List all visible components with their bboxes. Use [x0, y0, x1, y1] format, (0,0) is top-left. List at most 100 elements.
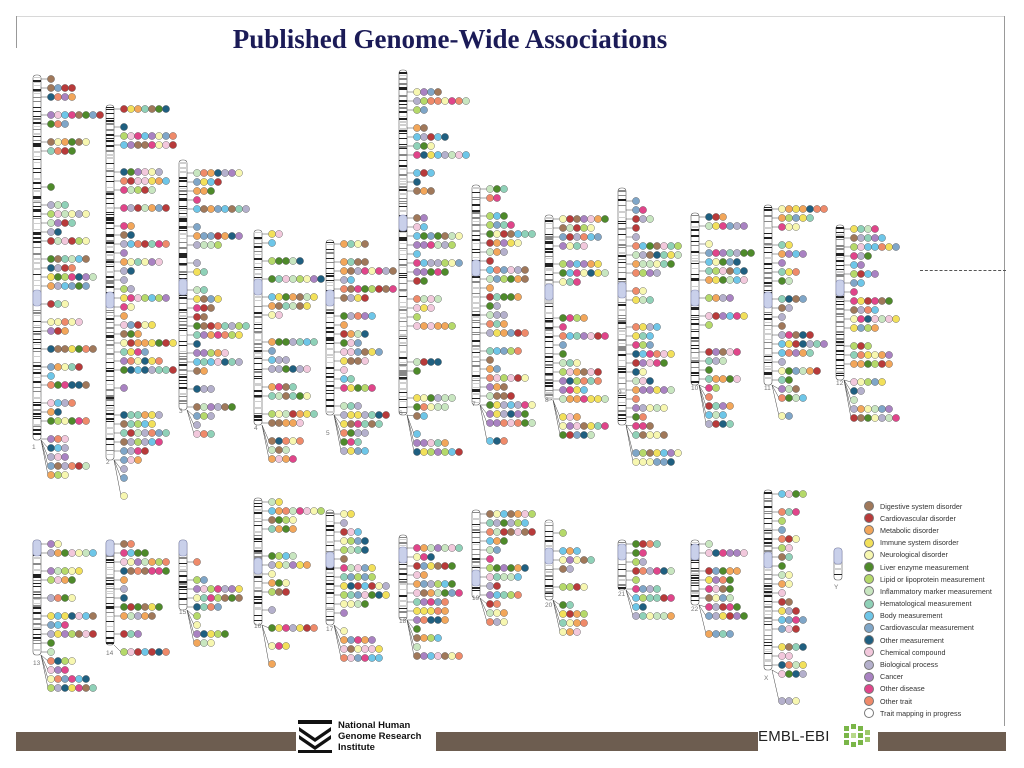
chromosome-15: [178, 539, 188, 611]
association-cluster: [186, 558, 243, 647]
chromosome-label: 14: [106, 650, 114, 657]
legend-swatch: [864, 574, 874, 585]
chromosome-5: [325, 239, 335, 416]
chromosome-21: [617, 539, 627, 591]
chromosome-3: [178, 159, 188, 411]
legend-item: Other disease: [864, 683, 1014, 695]
chromosome-label: 7: [472, 401, 476, 408]
trait-legend: Digestive system disorder Cardiovascular …: [864, 500, 1014, 719]
chromosome-1: [32, 74, 42, 441]
legend-swatch: [864, 586, 874, 597]
chromosome-label: 6: [399, 410, 403, 417]
footer-bar-left: [16, 732, 296, 751]
chromosome-20: [544, 519, 554, 601]
chromosome-label: X: [764, 675, 769, 682]
chromosome-6: [398, 69, 408, 416]
legend-label: Digestive system disorder: [880, 501, 963, 511]
legend-swatch: [864, 562, 874, 573]
legend-label: Hematological measurement: [880, 599, 972, 609]
embl-ebi-cube-icon: [844, 724, 870, 747]
legend-item: Chemical compound: [864, 646, 1014, 658]
chromosome-16: [253, 497, 263, 626]
association-cluster: [771, 490, 807, 705]
chromosome-label: 19: [472, 595, 480, 602]
legend-swatch: [864, 622, 874, 633]
legend-swatch: [864, 501, 874, 512]
association-cluster: [843, 225, 900, 422]
legend-swatch: [864, 513, 874, 524]
legend-swatch: [864, 598, 874, 609]
chromosome-7: [471, 184, 481, 406]
chromosome-17: [325, 509, 335, 626]
association-cluster: [113, 540, 170, 656]
legend-swatch: [864, 635, 874, 646]
chromosome-22: [690, 539, 700, 606]
legend-label: Trait mapping in progress: [880, 708, 962, 718]
dashed-guide-line: [920, 270, 1006, 271]
embl-ebi-logo: EMBL-EBI: [758, 722, 878, 752]
association-cluster: [261, 498, 325, 668]
chromosome-label: 4: [254, 425, 258, 432]
chromosome-label: 21: [618, 591, 626, 598]
chromosome-label: 9: [618, 389, 622, 396]
chromosome-label: 22: [691, 606, 699, 613]
association-cluster: [261, 230, 325, 463]
nhgri-logo-mark-icon: [298, 720, 332, 753]
legend-item: Hematological measurement: [864, 598, 1014, 610]
legend-label: Lipid or lipoprotein measurement: [880, 574, 985, 584]
chromosome-label: 2: [106, 459, 110, 466]
legend-swatch: [864, 659, 874, 670]
association-cluster: [771, 205, 828, 420]
association-cluster: [698, 540, 748, 638]
chromosome-label: 1: [32, 444, 36, 451]
association-cluster: [186, 169, 250, 438]
chromosome-18: [398, 534, 408, 621]
legend-item: Immune system disorder: [864, 537, 1014, 549]
association-cluster: [113, 105, 177, 500]
legend-label: Body measurement: [880, 611, 943, 621]
chromosome-label: 18: [399, 618, 407, 625]
chromosome-label: 20: [545, 602, 553, 609]
chromosome-11: [763, 204, 773, 386]
legend-item: Biological process: [864, 658, 1014, 670]
chromosome-Y: [833, 547, 843, 581]
legend-item: Metabolic disorder: [864, 524, 1014, 536]
legend-item: Cardiovascular disorder: [864, 512, 1014, 524]
chromosome-X: [763, 489, 773, 671]
legend-label: Inflammatory marker measurement: [880, 586, 992, 596]
slide-top-border: [16, 16, 1004, 17]
legend-label: Neurological disorder: [880, 550, 948, 560]
legend-swatch: [864, 525, 874, 536]
chromosome-13: [32, 539, 42, 656]
chromosome-19: [471, 509, 481, 599]
chromosome-label: 15: [179, 609, 187, 616]
nhgri-logo-text: National Human Genome Research Institute: [338, 720, 421, 753]
association-cluster: [552, 215, 609, 439]
chromosome-label: 8: [545, 397, 549, 404]
legend-label: Cardiovascular disorder: [880, 513, 956, 523]
nhgri-logo: National Human Genome Research Institute: [296, 718, 436, 754]
association-cluster: [333, 510, 390, 662]
legend-swatch: [864, 647, 874, 658]
association-cluster: [552, 529, 595, 636]
legend-item: Other trait: [864, 695, 1014, 707]
chromosome-label: 13: [33, 660, 41, 667]
chromosome-label: 5: [326, 430, 330, 437]
association-cluster: [479, 510, 536, 626]
legend-item: Cancer: [864, 671, 1014, 683]
slide-right-border: [1004, 16, 1005, 726]
association-cluster: [479, 185, 536, 445]
legend-label: Biological process: [880, 660, 938, 670]
nhgri-line-1: National Human: [338, 720, 411, 731]
nhgri-line-2: Genome Research: [338, 731, 422, 742]
chromosome-14: [105, 539, 115, 646]
legend-label: Metabolic disorder: [880, 525, 939, 535]
legend-label: Cardiovascular measurement: [880, 623, 974, 633]
association-cluster: [406, 88, 470, 456]
chromosome-9: [617, 187, 627, 426]
chromosome-8: [544, 214, 554, 401]
chromosome-12: [835, 224, 845, 381]
chromosome-label: 3: [179, 408, 183, 415]
legend-item: Other measurement: [864, 634, 1014, 646]
embl-ebi-logo-text: EMBL-EBI: [758, 728, 830, 745]
